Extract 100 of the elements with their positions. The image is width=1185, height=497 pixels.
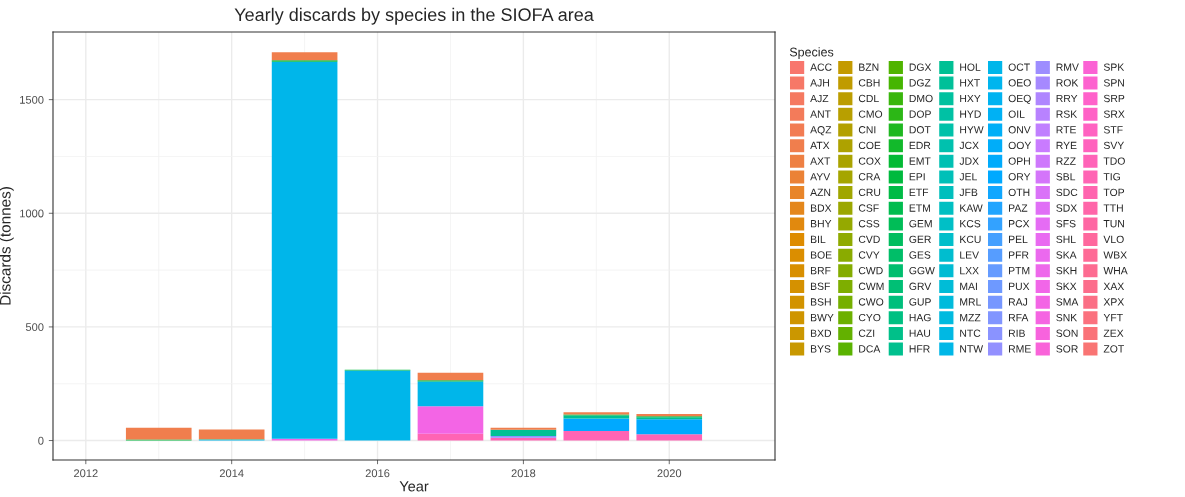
legend-label: CMO: [858, 110, 883, 118]
y-tick-label: 1500: [20, 95, 44, 104]
legend-label: COX: [858, 157, 881, 165]
legend-label: DGZ: [909, 79, 931, 87]
bar: [563, 418, 630, 431]
legend-label: BRF: [810, 267, 831, 275]
legend-label: HAU: [909, 329, 931, 337]
legend-label: BOE: [810, 251, 832, 259]
legend-label: SOR: [1056, 345, 1078, 353]
legend-label: WBX: [1103, 251, 1127, 259]
legend-label: OEQ: [1008, 94, 1031, 105]
legend-label: BDX: [810, 204, 832, 212]
legend-label: CSS: [858, 220, 880, 228]
y-tick-label: 500: [25, 323, 44, 332]
legend-label: WHA: [1103, 267, 1128, 275]
legend-label: ETF: [909, 188, 929, 196]
legend-label: RYE: [1056, 141, 1077, 150]
x-axis-title: Year: [399, 481, 429, 492]
legend-label: OTH: [1008, 188, 1030, 197]
x-tick-label: 2012: [74, 469, 98, 478]
legend-label: GER: [909, 235, 931, 244]
bar: [636, 419, 703, 435]
x-tick-label: 2018: [511, 469, 536, 478]
chart-title: Yearly discards by species in the SIOFA area: [234, 7, 594, 25]
legend-label: SNK: [1056, 313, 1078, 322]
legend-label: ATX: [810, 141, 830, 150]
legend-label: PFR: [1009, 251, 1029, 259]
legend-label: JCX: [959, 141, 979, 150]
legend-label: OOY: [1008, 141, 1032, 150]
legend-label: GES: [909, 251, 931, 259]
legend-label: DOT: [909, 126, 931, 134]
legend-label: SBL: [1056, 173, 1076, 181]
legend-label: SFS: [1056, 220, 1076, 228]
legend-label: MRL: [960, 298, 982, 306]
legend-label: SPN: [1103, 79, 1124, 87]
legend-label: CRA: [858, 173, 881, 181]
bar: [271, 61, 338, 439]
bar: [417, 381, 484, 407]
legend-label: CNI: [858, 126, 876, 134]
legend-label: NTC: [960, 329, 981, 337]
legend-label: CWD: [858, 266, 883, 275]
x-tick-label: 2020: [657, 469, 682, 478]
legend-label: ONV: [1008, 126, 1031, 134]
legend-label: SON: [1056, 329, 1078, 337]
legend-label: TDO: [1103, 157, 1125, 165]
legend-label: LXX: [960, 267, 979, 275]
legend-label: ORY: [1008, 173, 1031, 181]
legend-label: OEO: [1008, 79, 1031, 87]
legend-label: CBH: [858, 79, 880, 87]
legend-label: RMV: [1056, 63, 1079, 71]
legend-label: TUN: [1103, 220, 1124, 228]
legend-label: SKA: [1056, 251, 1077, 259]
legend-label: JFB: [959, 188, 978, 197]
bar: [636, 434, 703, 441]
legend-label: PTM: [1009, 267, 1030, 275]
legend-label: XPX: [1103, 298, 1125, 306]
legend-label: CDL: [858, 94, 879, 103]
legend-label: HYD: [960, 110, 981, 118]
legend-label: ANT: [810, 110, 831, 118]
legend-label: KAW: [960, 204, 983, 212]
legend-label: ZEX: [1103, 329, 1124, 337]
legend-label: XAX: [1103, 282, 1125, 290]
legend-label: LEV: [960, 251, 979, 259]
legend-label: EMT: [909, 157, 931, 165]
bar: [344, 370, 411, 441]
x-tick-label: 2016: [365, 469, 390, 478]
legend-label: AXT: [810, 157, 831, 165]
legend-label: HXY: [960, 94, 981, 103]
legend-label: DCA: [859, 345, 881, 353]
legend-label: BXD: [810, 329, 832, 337]
legend-label: HXT: [960, 79, 980, 87]
legend-label: GUP: [909, 298, 931, 306]
legend-label: BHY: [810, 220, 832, 228]
legend-label: HAG: [909, 313, 931, 322]
legend-label: BIL: [810, 235, 826, 243]
legend-label: CRU: [858, 188, 881, 197]
legend-label: CVY: [858, 251, 880, 259]
legend-label: RFA: [1009, 314, 1029, 322]
legend-label: CVD: [858, 235, 880, 244]
legend-label: AYV: [810, 173, 831, 181]
bar: [271, 52, 338, 61]
bar: [417, 433, 484, 441]
legend-label: BZN: [859, 63, 879, 71]
legend-label: RZZ: [1056, 157, 1076, 165]
legend-label: TTH: [1103, 204, 1123, 212]
legend-title: Species: [789, 47, 834, 59]
legend-label: COE: [858, 141, 881, 150]
legend-label: EPI: [909, 173, 925, 181]
legend-label: HOL: [960, 63, 981, 71]
legend-label: ACC: [810, 63, 832, 71]
legend-label: JDX: [959, 157, 979, 165]
legend-label: SHL: [1056, 235, 1076, 244]
legend-label: ETM: [909, 204, 930, 212]
legend-label: SKH: [1056, 266, 1077, 275]
y-tick-label: 1000: [20, 209, 44, 218]
bar: [417, 372, 484, 381]
legend-label: TIG: [1103, 173, 1120, 181]
legend-label: DOP: [909, 110, 931, 118]
legend-label: AQZ: [810, 126, 832, 136]
legend-label: SDX: [1056, 204, 1077, 212]
